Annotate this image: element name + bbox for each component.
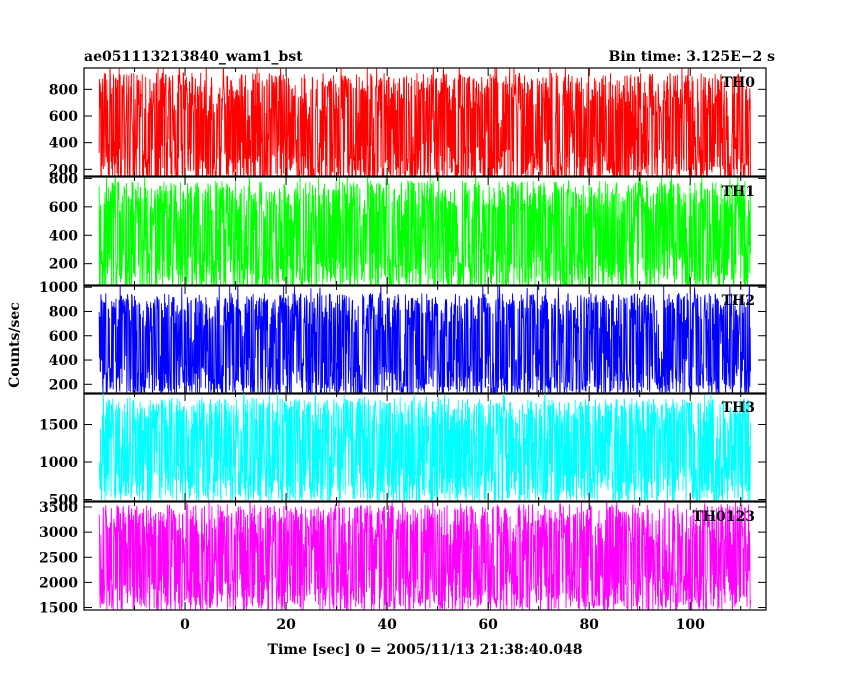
chart-title-left: ae051113213840_wam1_bst [84, 49, 303, 65]
y-tick-label: 3500 [39, 500, 78, 516]
y-tick-label: 200 [49, 162, 78, 178]
series-line-th1 [98, 177, 751, 285]
panel-frame [83, 67, 767, 177]
y-tick-label: 200 [49, 257, 78, 273]
series-line-th3 [98, 393, 751, 501]
series-label-th2: TH2 [722, 293, 755, 309]
series-line-th0 [98, 68, 751, 176]
panel-th3: 500 1000 1500 TH3 [39, 392, 767, 509]
y-tick-label: 1500 [39, 600, 78, 616]
y-axis-label: Counts/sec [7, 302, 23, 388]
x-axis-label: Time [sec] 0 = 2005/11/13 21:38:40.048 [268, 642, 583, 658]
y-tick-label: 200 [49, 377, 78, 393]
y-tick-label: 2500 [39, 550, 78, 566]
y-tick-label: 800 [49, 82, 78, 98]
y-tick-label: 800 [49, 304, 78, 320]
y-tick-label: 600 [49, 200, 78, 216]
panel-th0: 200 400 600 800 TH0 [49, 67, 767, 178]
y-tick-label: 800 [49, 171, 78, 187]
y-tick-label: 500 [49, 493, 78, 509]
series-line-th0123 [98, 502, 751, 610]
series-label-th0123: TH0123 [692, 509, 755, 525]
series-label-th3: TH3 [722, 400, 755, 416]
y-tick-label: 400 [49, 136, 78, 152]
panel-frame [83, 501, 767, 611]
panel-frame [83, 392, 767, 502]
series-label-th1: TH1 [722, 184, 755, 200]
x-tick-label: 60 [478, 617, 498, 633]
y-tick-label: 400 [49, 353, 78, 369]
x-tick-label: 20 [276, 617, 296, 633]
y-tick-label: 3000 [39, 525, 78, 541]
panel-th0123: 1500 2000 2500 3000 3500 TH0123 [39, 500, 767, 616]
x-tick-label: 40 [377, 617, 397, 633]
x-tick-label: 100 [676, 617, 705, 633]
x-tick-label: 0 [180, 617, 190, 633]
y-tick-label: 400 [49, 228, 78, 244]
panel-th1: 200 400 600 800 TH1 [49, 171, 767, 286]
chart-title-right: Bin time: 3.125E−2 s [609, 49, 776, 65]
y-tick-label: 600 [49, 109, 78, 125]
y-tick-label: 1000 [39, 280, 78, 296]
y-tick-label: 2000 [39, 575, 78, 591]
series-label-th0: TH0 [722, 75, 756, 91]
panel-frame [83, 176, 767, 286]
x-tick-label: 80 [579, 617, 599, 633]
panel-frame [83, 285, 767, 395]
y-tick-label: 600 [49, 329, 78, 345]
y-tick-label: 1000 [39, 455, 78, 471]
panel-th2: 200 400 600 800 1000 TH2 [39, 280, 767, 395]
y-tick-label: 1500 [39, 418, 78, 434]
series-line-th2 [98, 286, 751, 394]
